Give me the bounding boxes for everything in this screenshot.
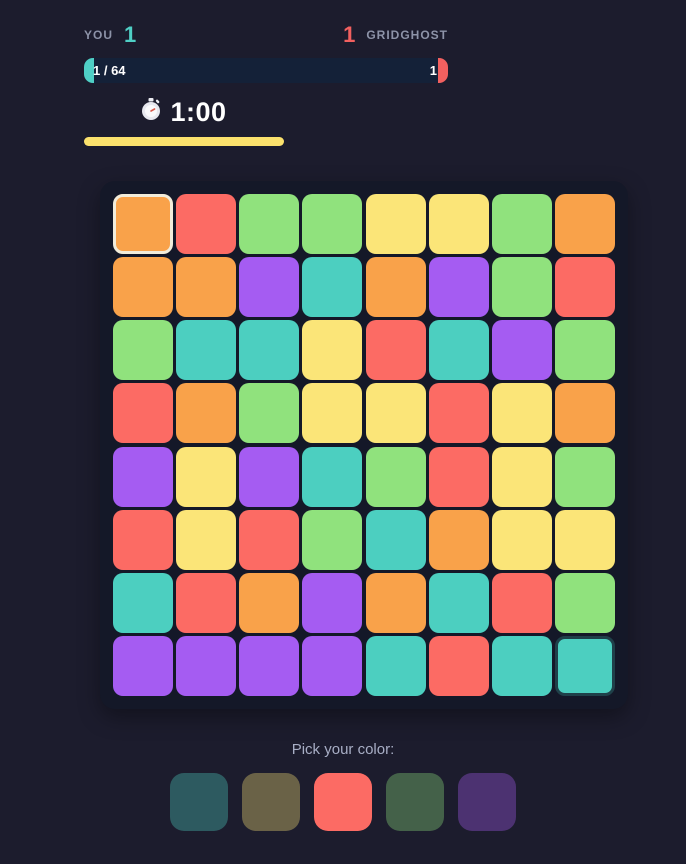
you-score: 1 xyxy=(124,22,137,47)
grid-cell-yellow xyxy=(176,509,237,570)
grid-cell-teal xyxy=(239,320,300,381)
color-picker: Pick your color: xyxy=(0,741,686,831)
grid-cell-yellow xyxy=(365,194,426,254)
grid-cell-green xyxy=(239,194,300,254)
grid-cell-yellow xyxy=(554,509,615,570)
grid-cell-yellow xyxy=(491,383,552,444)
grid-cell-teal xyxy=(428,320,489,381)
grid-cell-teal xyxy=(302,257,363,318)
grid-cell-red xyxy=(554,257,615,318)
grid-cell-purple xyxy=(239,257,300,318)
grid-cell-teal xyxy=(113,572,173,633)
ghost-progress-text: 1 xyxy=(429,63,437,78)
grid-cell-red xyxy=(428,446,489,507)
timer: 1:00 xyxy=(84,96,284,128)
grid-cell-orange xyxy=(176,257,237,318)
grid-cell-red xyxy=(428,383,489,444)
you-score-group: YOU 1 xyxy=(84,22,136,48)
grid-cell-green xyxy=(365,446,426,507)
grid-cell-teal xyxy=(176,320,237,381)
time-remaining-bar xyxy=(84,137,284,146)
grid-cell-teal xyxy=(491,635,552,696)
color-swatch-green[interactable] xyxy=(386,773,444,831)
grid-cell-green xyxy=(554,446,615,507)
ghost-label: GRIDGHOST xyxy=(366,28,448,42)
you-label: YOU xyxy=(84,28,114,42)
grid-cell-teal xyxy=(428,572,489,633)
grid-cell-teal xyxy=(365,509,426,570)
grid-cell-orange xyxy=(113,257,173,318)
grid-cell-purple xyxy=(239,446,300,507)
ghost-score-group: 1 GRIDGHOST xyxy=(343,22,448,48)
grid-cell-yellow xyxy=(491,509,552,570)
grid-cell-yellow xyxy=(302,320,363,381)
ghost-progress-fill xyxy=(438,58,448,83)
grid-cell-yellow xyxy=(428,194,489,254)
grid-cell-green xyxy=(239,383,300,444)
grid-cell-orange xyxy=(365,572,426,633)
timer-section: 1:00 xyxy=(84,96,284,146)
grid-cell-green xyxy=(491,194,552,254)
grid-cell-teal xyxy=(554,635,615,696)
color-swatch-red[interactable] xyxy=(314,773,372,831)
grid-cell-yellow xyxy=(176,446,237,507)
grid-cell-green xyxy=(113,320,173,381)
color-swatch-yellow[interactable] xyxy=(242,773,300,831)
swatch-row xyxy=(0,773,686,831)
grid-cell-red xyxy=(176,194,237,254)
grid-cell-green xyxy=(302,194,363,254)
grid-cell-purple xyxy=(113,446,173,507)
picker-label: Pick your color: xyxy=(291,741,395,758)
grid-cell-purple xyxy=(239,635,300,696)
timer-value: 1:00 xyxy=(170,96,227,127)
grid-cell-yellow xyxy=(491,446,552,507)
you-progress-fill xyxy=(84,58,94,83)
you-progress-text: 1 / 64 xyxy=(93,63,126,78)
grid-cell-green xyxy=(554,572,615,633)
grid-cell-red xyxy=(176,572,237,633)
grid-cell-yellow xyxy=(302,383,363,444)
grid-cell-green xyxy=(491,257,552,318)
grid-cell-orange xyxy=(176,383,237,444)
grid-cell-purple xyxy=(176,635,237,696)
grid-cell-orange xyxy=(365,257,426,318)
grid-cell-purple xyxy=(302,635,363,696)
grid-cell-purple xyxy=(428,257,489,318)
capture-progress-bar: 1 / 64 1 xyxy=(84,58,448,83)
grid-cell-purple xyxy=(302,572,363,633)
grid-cell-red xyxy=(365,320,426,381)
grid-cell-orange xyxy=(428,509,489,570)
stopwatch-icon xyxy=(141,98,161,126)
grid-cell-green xyxy=(302,509,363,570)
grid-cell-orange xyxy=(239,572,300,633)
grid-cell-purple xyxy=(113,635,173,696)
grid-cell-red xyxy=(491,572,552,633)
grid-cell-teal xyxy=(365,635,426,696)
score-header: YOU 1 1 GRIDGHOST xyxy=(84,22,448,48)
color-swatch-teal[interactable] xyxy=(170,773,228,831)
grid-cell-purple xyxy=(491,320,552,381)
ghost-score: 1 xyxy=(343,22,356,47)
game-board xyxy=(100,181,628,709)
grid-cell-yellow xyxy=(365,383,426,444)
grid-cell-teal xyxy=(302,446,363,507)
grid-cell-orange xyxy=(113,194,173,254)
grid-cell-red xyxy=(113,383,173,444)
grid-cell-red xyxy=(113,509,173,570)
grid-cell-red xyxy=(239,509,300,570)
grid-cell-red xyxy=(428,635,489,696)
grid-cell-orange xyxy=(554,194,615,254)
grid-cell-orange xyxy=(554,383,615,444)
color-swatch-purple[interactable] xyxy=(458,773,516,831)
grid-cell-green xyxy=(554,320,615,381)
